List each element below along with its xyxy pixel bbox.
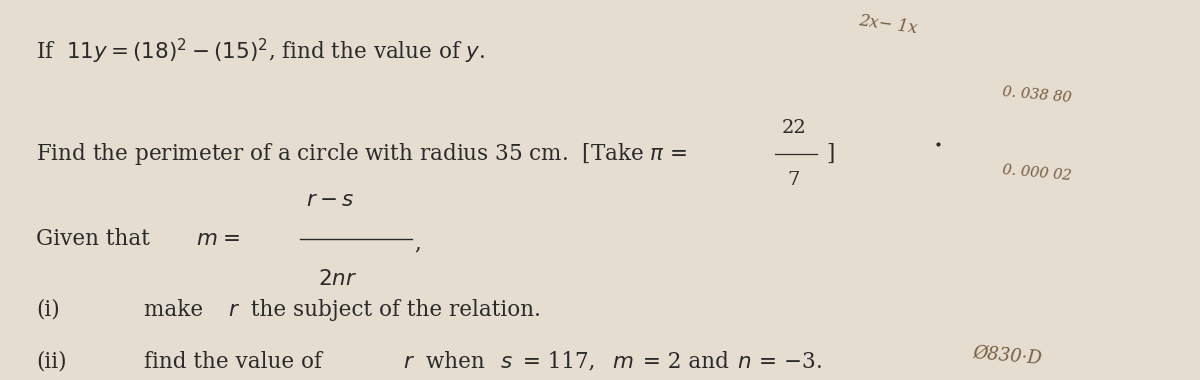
Text: =: = (223, 228, 241, 250)
Text: 0. 000 02: 0. 000 02 (1002, 163, 1073, 183)
Text: 2x− 1x: 2x− 1x (858, 12, 919, 37)
Text: $r$: $r$ (228, 299, 240, 321)
Text: 22: 22 (781, 119, 806, 137)
Text: the subject of the relation.: the subject of the relation. (244, 299, 540, 321)
Text: find the value of: find the value of (144, 351, 329, 373)
Text: ,: , (414, 232, 421, 254)
Text: Find the perimeter of a circle with radius 35 cm.  [Take $\pi$ =: Find the perimeter of a circle with radi… (36, 141, 688, 167)
Text: $s$: $s$ (500, 351, 514, 373)
Text: $m$: $m$ (612, 351, 634, 373)
Text: (i): (i) (36, 299, 60, 321)
Text: make: make (144, 299, 210, 321)
Text: (ii): (ii) (36, 351, 67, 373)
Text: $r - s$: $r - s$ (306, 188, 354, 211)
Text: $m$: $m$ (196, 228, 217, 250)
Text: $r$: $r$ (403, 351, 415, 373)
Text: = 2 and: = 2 and (636, 351, 736, 373)
Text: when: when (419, 351, 492, 373)
Text: = $-$3.: = $-$3. (752, 351, 822, 373)
Text: If  $11y = (18)^2 - (15)^2$, find the value of $y$.: If $11y = (18)^2 - (15)^2$, find the val… (36, 37, 486, 66)
Text: 7: 7 (787, 171, 799, 189)
Text: ]: ] (827, 143, 835, 165)
Text: Given that: Given that (36, 228, 157, 250)
Text: = 117,: = 117, (516, 351, 602, 373)
Text: 0. 038 80: 0. 038 80 (1002, 85, 1073, 105)
Text: $2nr$: $2nr$ (318, 268, 358, 290)
Text: $n$: $n$ (737, 351, 751, 373)
Text: Ø830·D: Ø830·D (972, 343, 1043, 367)
